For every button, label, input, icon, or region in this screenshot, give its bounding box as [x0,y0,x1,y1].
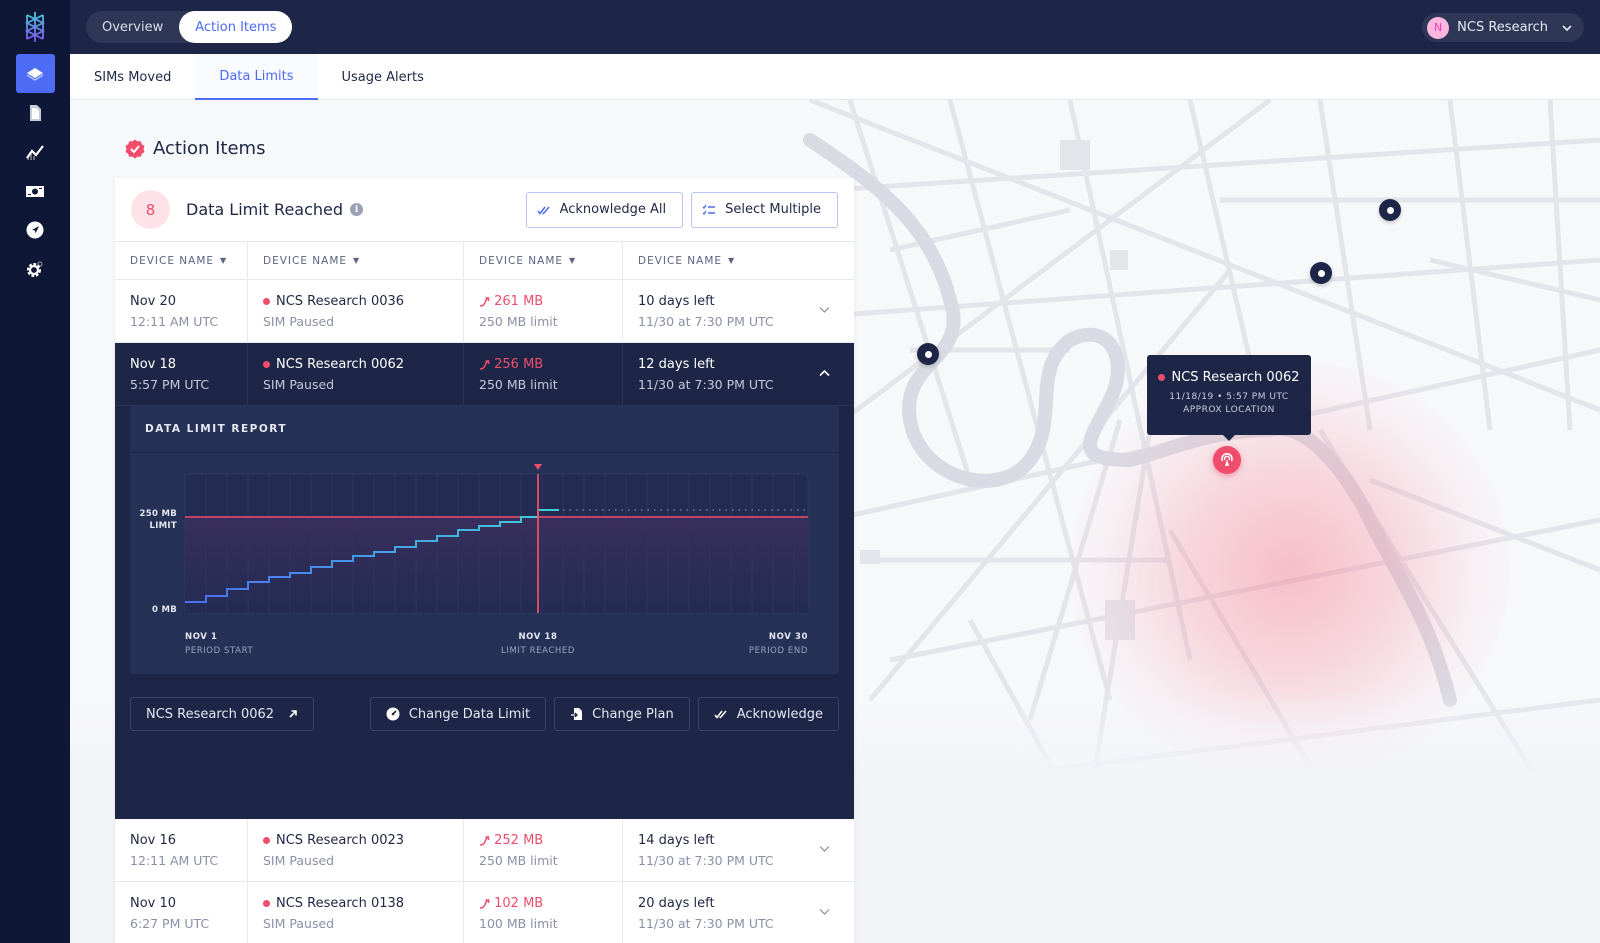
status-dot [1158,374,1166,381]
tab-action-items[interactable]: Action Items [179,11,293,43]
change-data-limit-button[interactable]: Change Data Limit [369,697,547,731]
map-pin[interactable] [1379,199,1401,221]
tooltip-caption: APPROX LOCATION [1183,405,1275,415]
gauge-icon [386,707,400,721]
external-arrow-icon [289,710,297,718]
chevron-down-icon [1562,24,1572,31]
app-logo-icon [24,12,46,42]
y-label-limit-word: LIMIT [150,521,178,531]
data-limit-report: DATA LIMIT REPORT [130,406,839,674]
sidebar [0,0,70,943]
usage-chart: 250 MB LIMIT 0 MB NOV 1 PERIOD START NOV… [140,464,809,656]
table-row-expanded[interactable]: Nov 18 5:57 PM UTC NCS Research 0062 SIM P… [115,343,854,406]
page-title: Action Items [153,138,266,159]
plan-document-icon [571,708,583,720]
sort-caret-icon: ▼ [569,256,577,265]
sidebar-item-locations[interactable] [16,210,55,249]
chevron-down-icon[interactable] [819,306,830,314]
chevron-down-icon[interactable] [819,908,830,916]
account-menu[interactable]: N NCS Research [1422,13,1584,42]
analytics-chart-icon [26,144,44,160]
usage-trend-icon [479,898,490,909]
row-detail: DATA LIMIT REPORT [115,406,854,819]
tooltip-datetime: 11/18/19 • 5:57 PM UTC [1169,392,1289,402]
acknowledge-all-button[interactable]: Acknowledge All [525,191,684,228]
status-dot [263,900,270,907]
x-label-start-caption: PERIOD START [185,646,253,656]
y-label-limit: 250 MB [140,509,177,519]
info-icon[interactable]: i [350,203,364,216]
layers-icon [26,67,44,81]
map-tooltip: NCS Research 0062 11/18/19 • 5:57 PM UTC… [1147,355,1311,441]
tab-overview[interactable]: Overview [102,19,164,35]
cell-tower-icon [1221,453,1233,466]
data-limit-panel: 8 Data Limit Reached i Acknowledge All S… [115,178,854,943]
location-compass-icon [26,221,44,238]
double-check-icon [714,710,727,719]
device-link-button[interactable]: NCS Research 0062 [130,697,315,731]
acknowledge-button[interactable]: Acknowledge [697,697,839,731]
subtabs: SIMs Moved Data Limits Usage Alerts [70,54,1600,100]
table-row[interactable]: Nov 20 12:11 AM UTC NCS Research 0036 SIM … [115,280,854,343]
status-dot [263,837,270,844]
account-name: NCS Research [1457,20,1548,35]
map-pin[interactable] [1310,262,1332,284]
table-row[interactable]: Nov 16 12:11 AM UTC NCS Research 0023 SIM … [115,819,854,882]
panel-title: Data Limit Reached [186,200,344,219]
count-badge: 8 [131,190,170,229]
status-dot [263,298,270,305]
sidebar-item-settings[interactable] [16,249,55,288]
report-title: DATA LIMIT REPORT [130,406,839,453]
x-label-start: NOV 1 [185,632,218,642]
usage-trend-icon [479,296,490,307]
x-label-end: NOV 30 [769,632,808,642]
column-header[interactable]: DEVICE NAME ▼ [638,254,736,267]
top-bar: Overview Action Items N NCS Research [70,0,1600,54]
change-plan-button[interactable]: Change Plan [554,697,690,731]
subtab-data-limits[interactable]: Data Limits [195,54,318,100]
chevron-down-icon[interactable] [819,845,830,853]
sort-caret-icon: ▼ [353,256,361,265]
table-header: DEVICE NAME ▼ DEVICE NAME ▼ DEVICE NAME ▼ D… [115,242,854,280]
sort-caret-icon: ▼ [728,256,736,265]
usage-trend-icon [479,359,490,370]
subtab-usage-alerts[interactable]: Usage Alerts [341,69,424,85]
x-label-reached-caption: LIMIT REACHED [501,646,575,656]
subtab-sims-moved[interactable]: SIMs Moved [94,69,172,85]
column-header[interactable]: DEVICE NAME ▼ [248,242,464,279]
sidebar-item-analytics[interactable] [16,132,55,171]
view-switcher: Overview Action Items [86,11,293,43]
sim-card-icon [30,104,41,121]
map-pin[interactable] [917,343,939,365]
x-label-end-caption: PERIOD END [749,646,808,656]
page-heading: Action Items [125,138,265,159]
x-label-reached: NOV 18 [518,632,557,642]
billing-money-icon [26,185,44,197]
panel-header: 8 Data Limit Reached i Acknowledge All S… [115,178,854,242]
table-row[interactable]: Nov 10 6:27 PM UTC NCS Research 0138 SIM P… [115,882,854,943]
chevron-up-icon[interactable] [819,369,830,377]
settings-gear-icon [27,260,43,277]
report-actions: NCS Research 0062 Change Data Limit Chan… [130,697,839,731]
sidebar-item-layers[interactable] [15,54,55,93]
checklist-icon [702,204,716,215]
status-dot [263,361,270,368]
sidebar-item-billing[interactable] [16,171,55,210]
cell-tower-marker[interactable] [1213,446,1241,474]
badge-check-icon [125,139,145,158]
map-streets [769,100,1600,802]
double-check-icon [537,206,550,215]
select-multiple-button[interactable]: Select Multiple [691,191,838,228]
usage-trend-icon [479,835,490,846]
y-label-zero: 0 MB [152,605,177,615]
column-header[interactable]: DEVICE NAME ▼ [115,242,248,279]
sort-caret-icon: ▼ [220,256,228,265]
avatar: N [1427,16,1450,39]
tooltip-device: NCS Research 0062 [1171,370,1300,385]
column-header[interactable]: DEVICE NAME ▼ [464,242,623,279]
sidebar-item-sims[interactable] [16,93,55,132]
